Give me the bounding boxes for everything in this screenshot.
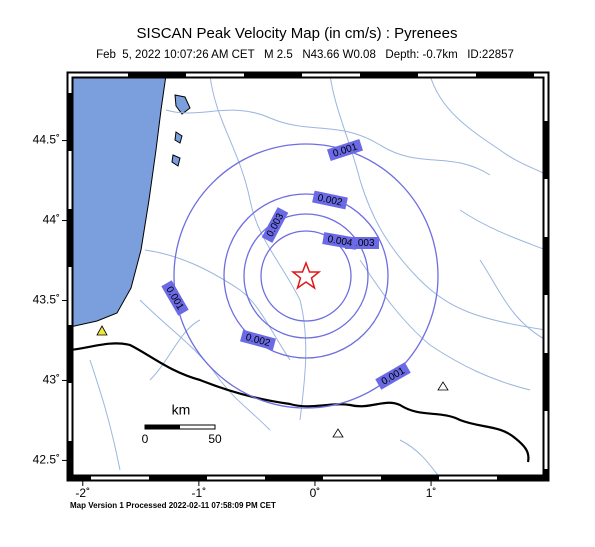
sea — [69, 74, 167, 328]
contour — [223, 193, 389, 359]
y-tick-label: 42.5˚ — [33, 453, 60, 467]
contour-label: 0.004 — [322, 232, 358, 250]
contour-label-box — [312, 190, 348, 210]
station — [96, 325, 108, 336]
station — [332, 428, 344, 438]
border — [69, 342, 530, 463]
y-tick-label: 44˚ — [43, 213, 60, 227]
contours — [173, 143, 439, 409]
contour — [260, 230, 352, 322]
subtitle: Feb 5, 2022 10:07:26 AM CET M 2.5 N43.66… — [96, 49, 514, 61]
scale-start: 0 — [142, 432, 149, 446]
contour-label-box — [240, 329, 276, 351]
scale-unit: km — [172, 402, 191, 418]
contour — [243, 213, 369, 339]
lakes — [171, 94, 191, 167]
contour-label-text: 0.002 — [316, 193, 343, 209]
y-tick-label: 43˚ — [43, 373, 60, 387]
epicenter — [290, 260, 322, 290]
contour-label-box — [375, 362, 411, 390]
contour-label-box — [161, 280, 189, 316]
contour-label: 0.002 — [312, 190, 348, 210]
footer: Map Version 1 Processed 2022-02-11 07:58… — [70, 501, 276, 510]
map-area: 0.0010.0020.0030.0030.0040.0010.0020.001… — [66, 71, 550, 482]
contour-label-text: 0.004 — [327, 234, 354, 249]
x-tick-label: -2˚ — [75, 486, 90, 500]
y-tick-label: 43.5˚ — [33, 293, 60, 307]
x-tick-label: 0˚ — [310, 486, 321, 500]
scale-end: 50 — [208, 432, 222, 446]
contour-label-box — [322, 232, 358, 250]
contour-label-box — [261, 207, 289, 243]
contour-label-text: 0.003 — [349, 238, 374, 249]
scale-bar: km 0 50 — [142, 402, 222, 446]
frame-pattern — [68, 73, 548, 480]
x-tick-label: 1˚ — [426, 486, 437, 500]
x-tick-label: -1˚ — [192, 486, 207, 500]
title: SISCAN Peak Velocity Map (in cm/s) : Pyr… — [137, 25, 458, 42]
contour — [173, 143, 439, 409]
station — [437, 381, 449, 391]
contour-label-box — [326, 139, 364, 161]
y-tick-label: 44.5˚ — [33, 133, 60, 147]
rivers — [89, 74, 547, 479]
